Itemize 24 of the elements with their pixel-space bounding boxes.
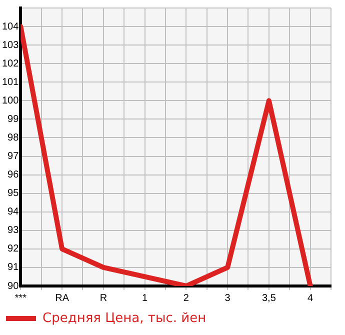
y-tick-label: 94: [8, 206, 20, 218]
y-tick-label: 100: [2, 95, 20, 106]
x-tick-label: RA: [55, 292, 70, 304]
x-tick-label: 2: [183, 292, 190, 304]
y-tick-label: 98: [8, 132, 20, 144]
y-tick-label: 93: [8, 225, 20, 236]
x-tick-label: 1: [142, 292, 148, 304]
x-tick-label: R: [100, 292, 108, 304]
y-tick-label: 95: [8, 188, 20, 200]
y-tick-label: 102: [2, 58, 20, 70]
y-tick-label: 91: [8, 262, 20, 274]
y-tick-label: 99: [8, 114, 20, 125]
y-tick-label: 103: [2, 40, 20, 51]
y-tick-label: 90: [8, 280, 20, 292]
x-tick-label: 3,5: [262, 292, 276, 304]
y-tick-label: 97: [8, 151, 20, 162]
y-tick-label: 92: [8, 244, 20, 255]
x-tick-label: 4: [308, 292, 314, 304]
y-tick-label: 104: [2, 21, 20, 32]
x-tick-label: ***: [14, 292, 27, 304]
y-tick-label: 101: [2, 76, 20, 88]
legend-label: Средняя Цена, тыс. йен: [42, 310, 206, 326]
y-tick-label: 96: [8, 170, 20, 181]
x-tick-label: 3: [224, 292, 231, 304]
